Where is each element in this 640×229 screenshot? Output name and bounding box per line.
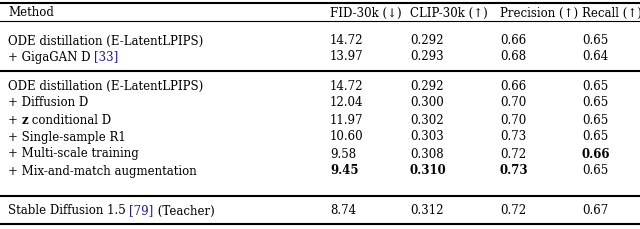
- Text: Method: Method: [8, 6, 54, 19]
- Text: conditional D: conditional D: [28, 113, 111, 126]
- Text: 0.303: 0.303: [410, 130, 444, 143]
- Text: Stable Diffusion 1.5: Stable Diffusion 1.5: [8, 204, 129, 217]
- Text: CLIP-30k (↑): CLIP-30k (↑): [410, 6, 488, 19]
- Text: 0.65: 0.65: [582, 34, 608, 47]
- Text: 9.45: 9.45: [330, 164, 358, 177]
- Text: + Single-sample R1: + Single-sample R1: [8, 130, 125, 143]
- Text: 0.65: 0.65: [582, 130, 608, 143]
- Text: 9.58: 9.58: [330, 147, 356, 160]
- Text: 0.70: 0.70: [500, 96, 526, 109]
- Text: 0.293: 0.293: [410, 50, 444, 63]
- Text: FID-30k (↓): FID-30k (↓): [330, 6, 402, 19]
- Text: 8.74: 8.74: [330, 204, 356, 217]
- Text: + Multi-scale training: + Multi-scale training: [8, 147, 139, 160]
- Text: 0.73: 0.73: [500, 164, 529, 177]
- Text: 0.302: 0.302: [410, 113, 444, 126]
- Text: 12.04: 12.04: [330, 96, 364, 109]
- Text: 0.67: 0.67: [582, 204, 608, 217]
- Text: + Diffusion D: + Diffusion D: [8, 96, 88, 109]
- Text: 0.65: 0.65: [582, 96, 608, 109]
- Text: (Teacher): (Teacher): [154, 204, 214, 217]
- Text: 0.70: 0.70: [500, 113, 526, 126]
- Text: [79]: [79]: [129, 204, 154, 217]
- Text: 0.73: 0.73: [500, 130, 526, 143]
- Text: ODE distillation (E-LatentLPIPS): ODE distillation (E-LatentLPIPS): [8, 79, 204, 92]
- Text: 11.97: 11.97: [330, 113, 364, 126]
- Text: 0.300: 0.300: [410, 96, 444, 109]
- Text: 0.312: 0.312: [410, 204, 444, 217]
- Text: 0.65: 0.65: [582, 79, 608, 92]
- Text: 0.66: 0.66: [500, 79, 526, 92]
- Text: 0.65: 0.65: [582, 164, 608, 177]
- Text: 0.308: 0.308: [410, 147, 444, 160]
- Text: 0.72: 0.72: [500, 147, 526, 160]
- Text: 14.72: 14.72: [330, 34, 364, 47]
- Text: Precision (↑): Precision (↑): [500, 6, 578, 19]
- Text: + Mix-and-match augmentation: + Mix-and-match augmentation: [8, 164, 196, 177]
- Text: 0.310: 0.310: [410, 164, 447, 177]
- Text: Recall (↑): Recall (↑): [582, 6, 640, 19]
- Text: 13.97: 13.97: [330, 50, 364, 63]
- Text: ODE distillation (E-LatentLPIPS): ODE distillation (E-LatentLPIPS): [8, 34, 204, 47]
- Text: 0.66: 0.66: [500, 34, 526, 47]
- Text: 10.60: 10.60: [330, 130, 364, 143]
- Text: z: z: [22, 113, 28, 126]
- Text: 0.292: 0.292: [410, 34, 444, 47]
- Text: 0.66: 0.66: [582, 147, 611, 160]
- Text: 0.65: 0.65: [582, 113, 608, 126]
- Text: 0.72: 0.72: [500, 204, 526, 217]
- Text: 0.68: 0.68: [500, 50, 526, 63]
- Text: [33]: [33]: [94, 50, 118, 63]
- Text: 0.292: 0.292: [410, 79, 444, 92]
- Text: +: +: [8, 113, 22, 126]
- Text: + GigaGAN D: + GigaGAN D: [8, 50, 94, 63]
- Text: 14.72: 14.72: [330, 79, 364, 92]
- Text: 0.64: 0.64: [582, 50, 608, 63]
